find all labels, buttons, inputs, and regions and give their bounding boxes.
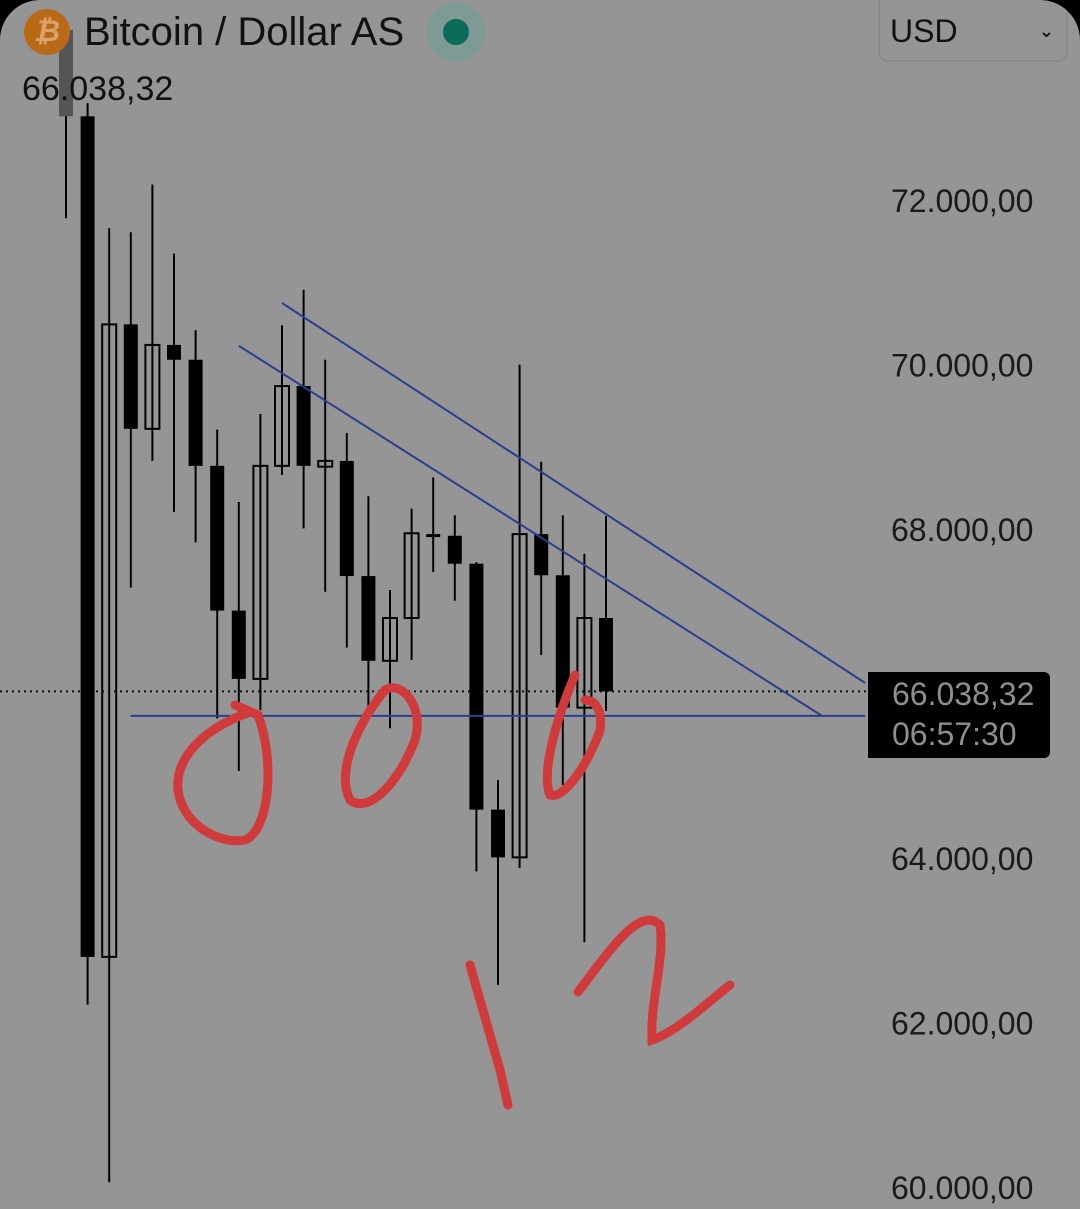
- candle-body-bullish: [382, 617, 398, 662]
- candle: [59, 28, 73, 219]
- candle-body-bearish: [491, 809, 505, 858]
- candle: [339, 432, 354, 648]
- candle-body-bullish: [274, 385, 290, 467]
- candle: [188, 330, 203, 543]
- candle-body-bearish: [555, 575, 570, 708]
- candle-body-bearish: [210, 465, 225, 611]
- candle-body-bearish: [59, 29, 73, 117]
- y-tick-label: 72.000,00: [891, 183, 1033, 219]
- candle-body-bearish: [534, 534, 549, 576]
- candle-body-bearish: [599, 618, 613, 692]
- candle-body-bearish: [231, 610, 246, 679]
- candle: [167, 253, 181, 512]
- candle: [511, 364, 528, 869]
- symbol-title[interactable]: Bitcoin / Dollar AS: [84, 9, 405, 54]
- market-status-indicator[interactable]: [426, 2, 487, 62]
- y-tick-label: 64.000,00: [891, 841, 1033, 877]
- candle: [382, 590, 398, 729]
- currency-select[interactable]: USD ⌄: [878, 0, 1068, 62]
- candle-body-bearish: [123, 324, 138, 429]
- currency-value: USD: [890, 12, 958, 49]
- candle: [317, 359, 334, 592]
- annotation-stroke-2: [573, 915, 735, 1047]
- current-price-label: 66.038,32 06:57:30: [868, 672, 1050, 758]
- trendline[interactable]: [281, 302, 866, 684]
- annotation-loop-3: [542, 670, 606, 800]
- candle: [361, 496, 376, 711]
- candle-countdown: 06:57:30: [892, 716, 1017, 752]
- candle-body-bearish: [167, 344, 181, 360]
- candle: [426, 477, 441, 572]
- candle-body-bullish: [144, 343, 161, 430]
- candle: [210, 429, 225, 719]
- candle: [491, 780, 505, 985]
- candle: [144, 184, 161, 461]
- annotation-loop-2: [341, 683, 422, 808]
- candle-body-bullish: [403, 532, 420, 620]
- candle-body-bullish: [576, 617, 593, 709]
- y-tick-label: 68.000,00: [891, 512, 1033, 548]
- candle: [252, 414, 269, 711]
- candle-body-bearish: [361, 576, 376, 661]
- candle: [80, 103, 95, 1005]
- candle: [231, 502, 246, 771]
- candle: [447, 515, 462, 601]
- chevron-down-icon: ⌄: [1038, 20, 1054, 41]
- candle-body-bullish: [101, 323, 118, 958]
- y-tick-label: 60.000,00: [891, 1170, 1033, 1206]
- candle-body-bearish: [469, 563, 484, 810]
- candle-body-bearish: [426, 534, 441, 538]
- candle: [403, 508, 420, 660]
- candle-body-bearish: [447, 535, 462, 564]
- candle: [123, 232, 138, 588]
- last-price: 66.038,32: [22, 70, 174, 108]
- bitcoin-icon: ₿: [24, 9, 70, 55]
- candle-body-bearish: [188, 359, 203, 466]
- candle: [534, 461, 549, 656]
- candle: [555, 515, 570, 785]
- candle-body-bearish: [80, 116, 95, 957]
- annotation-loop-1: [173, 700, 273, 846]
- candle: [296, 289, 311, 529]
- candle-body-bearish: [296, 386, 311, 466]
- candle: [599, 516, 613, 711]
- hand-drawn-annotations: [173, 670, 735, 1110]
- candle: [576, 553, 593, 943]
- chart-header: ₿ Bitcoin / Dollar AS: [24, 2, 487, 62]
- status-dot-icon: [443, 19, 470, 45]
- candle-body-bullish: [511, 533, 528, 859]
- candle-body-bearish: [339, 460, 354, 577]
- y-tick-label: 62.000,00: [891, 1006, 1033, 1042]
- candle: [274, 325, 290, 475]
- y-tick-label: 70.000,00: [891, 348, 1033, 384]
- candle-body-bullish: [317, 459, 334, 468]
- candle-body-bullish: [252, 464, 269, 680]
- trendline[interactable]: [238, 344, 823, 717]
- candle: [101, 228, 118, 1183]
- annotation-stroke-1: [465, 960, 513, 1110]
- current-price-value: 66.038,32: [892, 676, 1035, 712]
